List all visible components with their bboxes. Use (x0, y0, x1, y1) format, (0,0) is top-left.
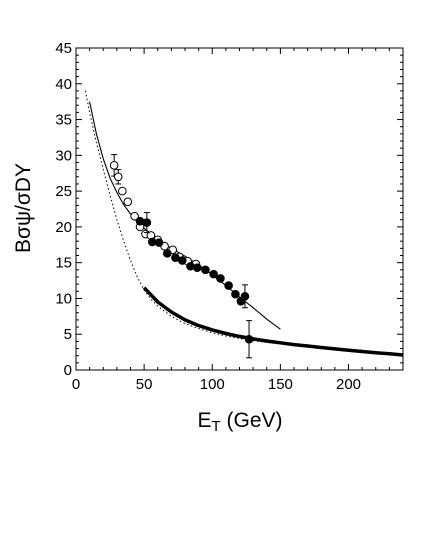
filled-point (192, 263, 202, 272)
x-tick-label: 100 (200, 376, 225, 393)
open-point (118, 186, 127, 196)
y-tick-label: 45 (55, 40, 72, 57)
y-tick-label: 35 (55, 112, 72, 129)
open-point (109, 161, 119, 170)
filled-point (201, 265, 210, 275)
filled-point (224, 281, 233, 290)
x-axis-label-subscript: T (212, 418, 221, 435)
x-axis-label: ET (GeV) (197, 409, 282, 435)
filled-point (240, 291, 250, 301)
curve-solid-thin (89, 101, 281, 330)
curve-dotted (85, 90, 363, 351)
y-tick-label: 25 (55, 183, 72, 200)
plot-frame (75, 47, 404, 371)
y-tick-label: 20 (55, 219, 72, 236)
filled-point (244, 334, 254, 344)
filled-point (142, 218, 152, 227)
filled-point (135, 216, 145, 226)
filled-point (216, 274, 225, 283)
filled-point (177, 256, 187, 265)
x-tick-label: 200 (336, 376, 361, 393)
y-tick-label: 30 (55, 147, 72, 164)
x-tick-label: 150 (268, 376, 293, 393)
open-point (123, 197, 133, 207)
axis-ticks (75, 47, 404, 371)
data-points (109, 154, 254, 359)
tick-labels: 0 5 10 15 20 25 30 35 40 45 0 50 100 150 200 (55, 40, 361, 393)
curve-solid-thick (142, 286, 404, 357)
x-tick-label: 0 (72, 376, 80, 393)
open-point (130, 211, 139, 221)
y-tick-label: 40 (55, 76, 72, 93)
curves (85, 90, 404, 357)
y-tick-label: 5 (64, 326, 72, 343)
x-tick-label: 50 (136, 376, 153, 393)
filled-point (231, 289, 240, 299)
y-tick-label: 15 (55, 255, 72, 272)
y-tick-label: 0 (64, 362, 72, 379)
filled-point (162, 249, 172, 258)
y-tick-label: 10 (55, 290, 72, 307)
x-axis-label-main: E (197, 409, 211, 432)
filled-point (186, 261, 195, 271)
filled-point (154, 238, 164, 247)
y-axis-label: Bσψ/σDY (12, 163, 35, 253)
filled-point (209, 269, 218, 279)
open-point (113, 172, 123, 182)
plot-border (75, 47, 404, 371)
x-axis-label-rest: (GeV) (221, 409, 283, 432)
